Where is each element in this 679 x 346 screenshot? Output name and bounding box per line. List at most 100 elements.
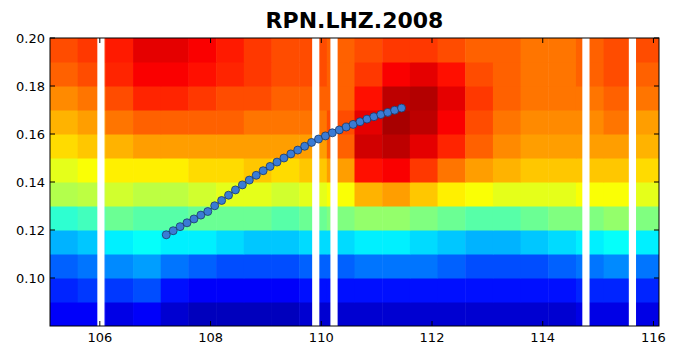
heat-cell	[521, 134, 549, 159]
heat-cell	[493, 38, 521, 63]
heat-cell	[271, 230, 299, 255]
heat-cell	[604, 158, 632, 183]
heat-cell	[244, 278, 272, 303]
heat-cell	[576, 278, 604, 303]
heat-cell	[548, 62, 576, 87]
heat-cell	[493, 62, 521, 87]
heat-cell	[105, 38, 133, 63]
heat-cell	[355, 254, 383, 279]
series-point	[398, 104, 406, 112]
heat-cell	[244, 134, 272, 159]
heat-cell	[50, 206, 78, 231]
heat-cell	[465, 302, 493, 326]
heat-cell	[50, 302, 78, 326]
x-tick-label: 116	[641, 330, 666, 345]
heat-cell	[410, 254, 438, 279]
series-point	[238, 181, 246, 189]
heat-cell	[410, 110, 438, 135]
x-tick	[321, 321, 322, 326]
heat-cell	[576, 86, 604, 111]
heat-cell	[244, 86, 272, 111]
heat-cell	[50, 134, 78, 159]
heat-cell	[548, 158, 576, 183]
series-point	[245, 176, 253, 184]
heat-cell	[355, 134, 383, 159]
x-tick	[653, 38, 654, 43]
heat-cell	[521, 278, 549, 303]
heat-cell	[105, 62, 133, 87]
heat-cell	[355, 278, 383, 303]
data-gap	[330, 38, 337, 326]
heat-cell	[216, 158, 244, 183]
heat-cell	[465, 158, 493, 183]
heat-cell	[244, 254, 272, 279]
y-tick	[50, 86, 55, 87]
heat-cell	[355, 38, 383, 63]
x-tick-label: 112	[420, 330, 445, 345]
heat-cell	[105, 278, 133, 303]
heat-cell	[216, 134, 244, 159]
heat-cell	[188, 110, 216, 135]
heat-cell	[382, 230, 410, 255]
heat-cell	[133, 302, 161, 326]
x-tick-label: 114	[530, 330, 555, 345]
x-tick	[653, 321, 654, 326]
heat-cell	[493, 206, 521, 231]
heat-cell	[576, 62, 604, 87]
heat-cell	[355, 86, 383, 111]
heat-cell	[216, 254, 244, 279]
heat-cell	[493, 134, 521, 159]
heat-cell	[105, 134, 133, 159]
heat-cell	[105, 254, 133, 279]
data-gap	[312, 38, 319, 326]
heat-cell	[576, 158, 604, 183]
heat-cell	[410, 182, 438, 207]
heat-cell	[105, 230, 133, 255]
x-tick	[99, 38, 100, 43]
heat-cell	[382, 158, 410, 183]
y-tick-label: 0.20	[16, 31, 45, 46]
heat-cell	[548, 182, 576, 207]
data-gap	[97, 38, 104, 326]
heat-cell	[188, 38, 216, 63]
heat-cell	[438, 38, 466, 63]
heat-cell	[604, 230, 632, 255]
y-tick	[50, 182, 55, 183]
heat-cell	[604, 62, 632, 87]
heat-cell	[465, 86, 493, 111]
heat-cell	[355, 158, 383, 183]
heat-cell	[161, 302, 189, 326]
heat-cell	[161, 182, 189, 207]
heat-cell	[438, 110, 466, 135]
heat-cell	[133, 158, 161, 183]
y-tick	[654, 182, 659, 183]
x-tick	[542, 321, 543, 326]
heat-cell	[382, 278, 410, 303]
series-point	[211, 202, 219, 210]
heat-cell	[382, 302, 410, 326]
heat-cell	[188, 62, 216, 87]
heat-cell	[410, 62, 438, 87]
heat-cell	[105, 206, 133, 231]
y-tick	[50, 278, 55, 279]
heat-cell	[50, 110, 78, 135]
heat-cell	[161, 86, 189, 111]
heat-cell	[410, 302, 438, 326]
chart: 1061081101121141160.100.120.140.160.180.…	[0, 0, 679, 346]
heat-cell	[604, 86, 632, 111]
heat-cell	[548, 254, 576, 279]
heat-cell	[133, 38, 161, 63]
heat-cell	[438, 134, 466, 159]
heat-cell	[576, 230, 604, 255]
heat-cell	[521, 38, 549, 63]
heat-cell	[355, 62, 383, 87]
heat-cell	[521, 110, 549, 135]
heat-cell	[105, 110, 133, 135]
series-point	[252, 171, 260, 179]
heat-cell	[188, 302, 216, 326]
heat-cell	[161, 110, 189, 135]
heat-cell	[161, 134, 189, 159]
heat-cell	[161, 254, 189, 279]
heat-cell	[50, 254, 78, 279]
heat-cell	[355, 206, 383, 231]
